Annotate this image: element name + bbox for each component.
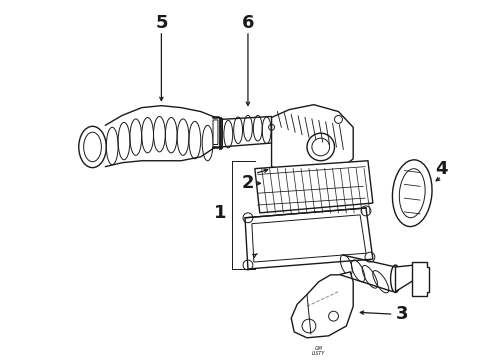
Text: GM
LISTY: GM LISTY — [312, 346, 325, 356]
FancyBboxPatch shape — [213, 120, 218, 144]
Polygon shape — [255, 161, 373, 213]
Text: 5: 5 — [155, 14, 168, 32]
Polygon shape — [291, 272, 353, 338]
Polygon shape — [412, 262, 429, 297]
Polygon shape — [252, 215, 366, 262]
Polygon shape — [395, 265, 419, 292]
Text: 1: 1 — [214, 204, 227, 222]
Text: 3: 3 — [396, 305, 409, 323]
Polygon shape — [271, 105, 353, 176]
Text: 6: 6 — [242, 14, 254, 32]
Text: 2: 2 — [242, 174, 254, 192]
Text: 4: 4 — [436, 159, 448, 177]
Polygon shape — [245, 208, 373, 269]
